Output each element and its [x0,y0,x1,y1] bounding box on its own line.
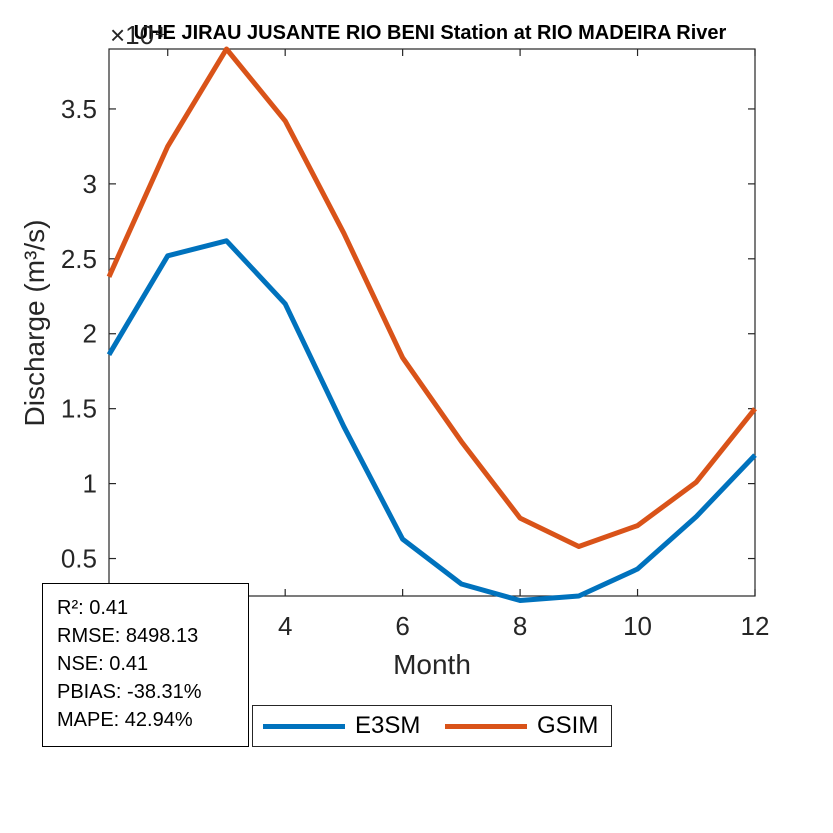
x-tick-label: 10 [623,611,652,641]
legend-item-gsim: GSIM [445,706,598,746]
x-axis-label: Month [393,649,471,680]
x-tick-label: 4 [278,611,292,641]
x-tick-label: 12 [741,611,770,641]
y-tick-label: 2.5 [61,244,97,274]
y-tick-label: 1 [83,469,97,499]
chart-title: UHE JIRAU JUSANTE RIO BENI Station at RI… [134,22,727,44]
x-tick-label: 8 [513,611,527,641]
legend: E3SM GSIM [252,705,612,747]
x-tick-label: 6 [395,611,409,641]
stats-box: R²: 0.41 RMSE: 8498.13 NSE: 0.41 PBIAS: … [42,583,249,747]
stats-r2: R²: 0.41 [57,597,129,619]
y-tick-label: 3.5 [61,94,97,124]
y-tick-label: 3 [83,169,97,199]
y-exponent-label: ×10⁴ [110,20,165,50]
y-tick-label: 1.5 [61,394,97,424]
legend-label-gsim: GSIM [537,712,599,739]
stats-mape: MAPE: 42.94% [57,709,193,731]
legend-item-e3sm: E3SM [263,706,420,746]
stats-nse: NSE: 0.41 [57,653,149,675]
series-line-gsim [106,46,757,549]
legend-swatch-e3sm [263,723,345,729]
y-tick-label: 2 [83,319,97,349]
series-line-e3sm [106,238,757,603]
axes-box [108,48,756,597]
plot-area: 0.5 1 1.5 2 2.5 3 3.5 4 6 8 10 12 [61,46,770,641]
y-tick-label: 0.5 [61,544,97,574]
stats-rmse: RMSE: 8498.13 [57,625,199,647]
y-axis-label: Discharge (m³/s) [19,220,50,427]
stats-pbias: PBIAS: -38.31% [57,681,202,703]
legend-label-e3sm: E3SM [355,712,421,739]
legend-swatch-gsim [445,723,527,729]
